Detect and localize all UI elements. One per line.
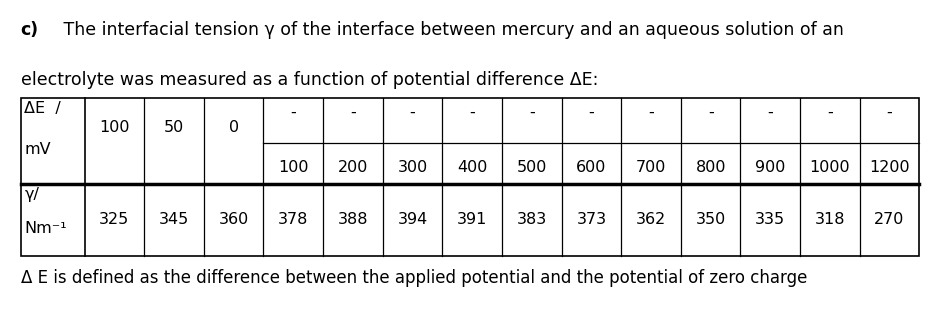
Text: 800: 800 [696,160,726,175]
Text: 335: 335 [755,212,785,227]
Text: electrolyte was measured as a function of potential difference ΔE:: electrolyte was measured as a function o… [21,71,598,89]
Text: 360: 360 [218,212,249,227]
Text: 100: 100 [278,160,308,175]
Text: 1000: 1000 [809,160,850,175]
Text: 325: 325 [100,212,130,227]
Text: -: - [886,104,892,119]
Text: γ/: γ/ [24,187,39,202]
Text: 350: 350 [696,212,726,227]
Text: 345: 345 [159,212,189,227]
Text: -: - [350,104,355,119]
Text: 318: 318 [815,212,845,227]
Text: 1200: 1200 [870,160,910,175]
Text: -: - [588,104,594,119]
Text: mV: mV [24,142,51,156]
Text: 0: 0 [228,120,239,135]
Text: 400: 400 [457,160,487,175]
Text: -: - [410,104,415,119]
Text: 700: 700 [635,160,666,175]
Text: 394: 394 [398,212,428,227]
Text: 270: 270 [874,212,904,227]
Text: -: - [767,104,773,119]
Text: -: - [827,104,833,119]
Text: 900: 900 [755,160,786,175]
Text: -: - [290,104,296,119]
Text: -: - [469,104,475,119]
Text: 500: 500 [517,160,547,175]
Text: Δ E is defined as the difference between the applied potential and the potential: Δ E is defined as the difference between… [21,269,807,287]
Text: 391: 391 [457,212,487,227]
Text: -: - [529,104,535,119]
Text: 383: 383 [517,212,547,227]
Text: 200: 200 [337,160,368,175]
Text: -: - [649,104,654,119]
Text: The interfacial tension γ of the interface between mercury and an aqueous soluti: The interfacial tension γ of the interfa… [58,21,844,39]
Text: 373: 373 [576,212,606,227]
Text: 362: 362 [635,212,666,227]
Text: 50: 50 [164,120,184,135]
Text: c): c) [21,21,39,39]
Text: 300: 300 [398,160,428,175]
Text: 100: 100 [99,120,130,135]
Text: Nm⁻¹: Nm⁻¹ [24,221,67,236]
Text: 388: 388 [337,212,368,227]
Text: ΔE  /: ΔE / [24,101,61,117]
Text: 378: 378 [278,212,308,227]
Text: -: - [708,104,713,119]
Text: 600: 600 [576,160,606,175]
Bar [21,98,919,256]
